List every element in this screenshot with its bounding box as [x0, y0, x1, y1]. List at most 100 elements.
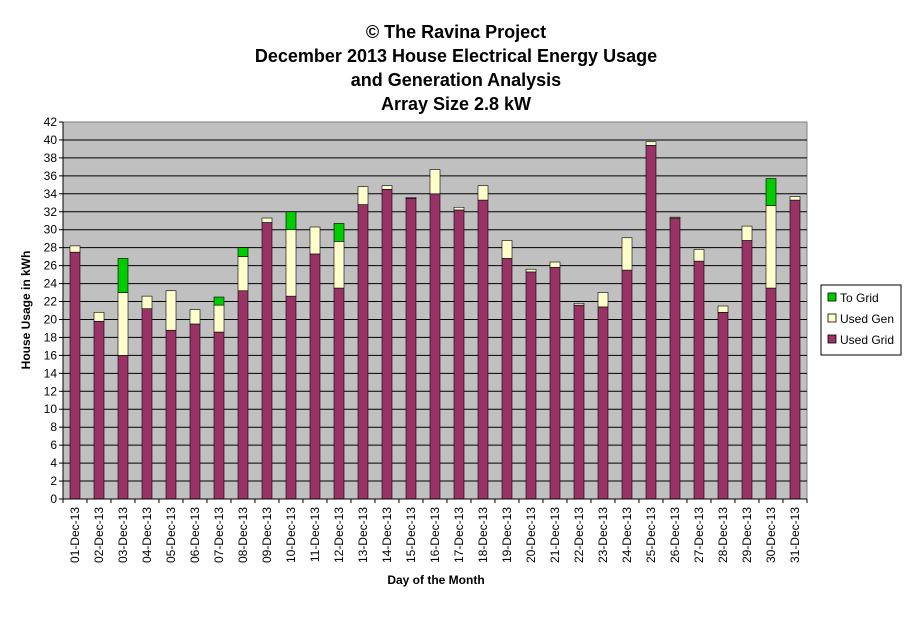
- x-tick-label: 28-Dec-13: [716, 507, 730, 563]
- bar-used-gen: [669, 216, 681, 219]
- x-tick-label: 29-Dec-13: [740, 507, 754, 563]
- x-tick-label: 26-Dec-13: [668, 507, 682, 563]
- bar-used-grid: [357, 204, 369, 500]
- y-tick-label: 26: [44, 259, 58, 273]
- axes: [62, 122, 807, 500]
- x-tick-label: 07-Dec-13: [212, 507, 226, 563]
- legend-label-to-grid: To Grid: [840, 291, 879, 305]
- bar-used-grid: [141, 308, 153, 500]
- chart-title-line-1: © The Ravina Project: [366, 22, 546, 42]
- bar-used-gen: [261, 217, 273, 223]
- bar-used-grid: [789, 199, 801, 500]
- bar-used-gen: [453, 206, 465, 211]
- bar-used-grid: [645, 145, 657, 500]
- x-tick-label: 23-Dec-13: [596, 507, 610, 563]
- bar-used-gen: [501, 240, 513, 259]
- bar-to-grid: [237, 247, 249, 257]
- x-axis-title: Day of the Month: [387, 573, 484, 587]
- x-tick-label: 16-Dec-13: [428, 507, 442, 563]
- chart-title-line-2: December 2013 House Electrical Energy Us…: [255, 46, 657, 66]
- x-tick-label: 06-Dec-13: [188, 507, 202, 563]
- x-tick-label: 18-Dec-13: [476, 507, 490, 563]
- bar-used-gen: [573, 303, 585, 306]
- x-tick-label: 01-Dec-13: [68, 507, 82, 563]
- bar-used-gen: [405, 197, 417, 199]
- bar-used-grid: [693, 260, 705, 500]
- y-tick-label: 28: [44, 241, 58, 255]
- bar-used-gen: [213, 304, 225, 333]
- bar-used-gen: [765, 205, 777, 289]
- bar-used-grid: [429, 193, 441, 500]
- bar-used-grid: [309, 253, 321, 500]
- x-tick-label: 12-Dec-13: [332, 507, 346, 563]
- bar-used-grid: [501, 258, 513, 500]
- bar-used-gen: [381, 185, 393, 190]
- bar-used-grid: [597, 306, 609, 500]
- legend-label-used-gen: Used Gen: [840, 312, 894, 326]
- y-tick-label: 6: [50, 438, 57, 452]
- bar-used-gen: [93, 311, 105, 322]
- bar-used-grid: [93, 320, 105, 500]
- y-tick-label: 10: [44, 402, 58, 416]
- y-tick-label: 0: [50, 492, 57, 506]
- bar-used-grid: [381, 189, 393, 500]
- x-tick-label: 04-Dec-13: [140, 507, 154, 563]
- y-tick-label: 8: [50, 420, 57, 434]
- bar-used-grid: [765, 287, 777, 500]
- x-tick-label: 20-Dec-13: [524, 507, 538, 563]
- x-tick-label: 15-Dec-13: [404, 507, 418, 563]
- legend-swatch-used-gen: [827, 313, 837, 323]
- chart-title-line-3: and Generation Analysis: [351, 70, 561, 90]
- bar-used-grid: [237, 290, 249, 500]
- bar-used-gen: [621, 237, 633, 271]
- bar-used-gen: [597, 292, 609, 308]
- bar-used-gen: [741, 225, 753, 241]
- x-tick-label: 13-Dec-13: [356, 507, 370, 563]
- y-tick-label: 34: [44, 187, 58, 201]
- bar-used-grid: [285, 295, 297, 500]
- y-tick-label: 42: [44, 115, 58, 129]
- bar-used-grid: [261, 222, 273, 500]
- bar-used-gen: [333, 241, 345, 289]
- bar-used-grid: [573, 304, 585, 500]
- bar-used-grid: [165, 329, 177, 500]
- bar-to-grid: [285, 211, 297, 231]
- x-tick-label: 03-Dec-13: [116, 507, 130, 563]
- y-tick-label: 16: [44, 348, 58, 362]
- y-tick-label: 12: [44, 384, 58, 398]
- bars: [69, 141, 801, 500]
- x-tick-label: 22-Dec-13: [572, 507, 586, 563]
- legend: To Grid Used Gen Used Grid: [820, 284, 902, 356]
- bar-used-gen: [189, 309, 201, 325]
- y-tick-label: 4: [50, 456, 57, 470]
- x-tick-label: 31-Dec-13: [788, 507, 802, 563]
- bar-used-gen: [357, 186, 369, 205]
- x-tick-labels: 01-Dec-13 02-Dec-13 03-Dec-13 04-Dec-13 05-D…: [62, 499, 808, 563]
- bar-used-gen: [789, 196, 801, 201]
- y-tick-label: 20: [44, 312, 58, 326]
- bar-to-grid: [117, 258, 129, 293]
- x-tick-label: 27-Dec-13: [692, 507, 706, 563]
- legend-label-used-grid: Used Grid: [840, 333, 894, 347]
- x-tick-label: 17-Dec-13: [452, 507, 466, 563]
- bar-used-gen: [165, 290, 177, 331]
- x-tick-label: 14-Dec-13: [380, 507, 394, 563]
- y-tick-label: 30: [44, 223, 58, 237]
- y-tick-label: 32: [44, 205, 58, 219]
- y-tick-label: 24: [44, 277, 58, 291]
- bar-used-gen: [717, 305, 729, 313]
- bar-used-grid: [453, 209, 465, 500]
- y-tick-label: 38: [44, 151, 58, 165]
- bar-to-grid: [333, 223, 345, 242]
- y-axis-title: House Usage in kWh: [19, 251, 33, 370]
- x-tick-label: 19-Dec-13: [500, 507, 514, 563]
- bar-to-grid: [213, 296, 225, 306]
- bar-used-grid: [717, 311, 729, 500]
- bar-used-grid: [405, 197, 417, 500]
- y-tick-label: 18: [44, 330, 58, 344]
- y-tick-label: 22: [44, 295, 58, 309]
- bar-used-grid: [69, 251, 81, 500]
- bar-used-gen: [429, 169, 441, 195]
- bar-used-gen: [477, 185, 489, 201]
